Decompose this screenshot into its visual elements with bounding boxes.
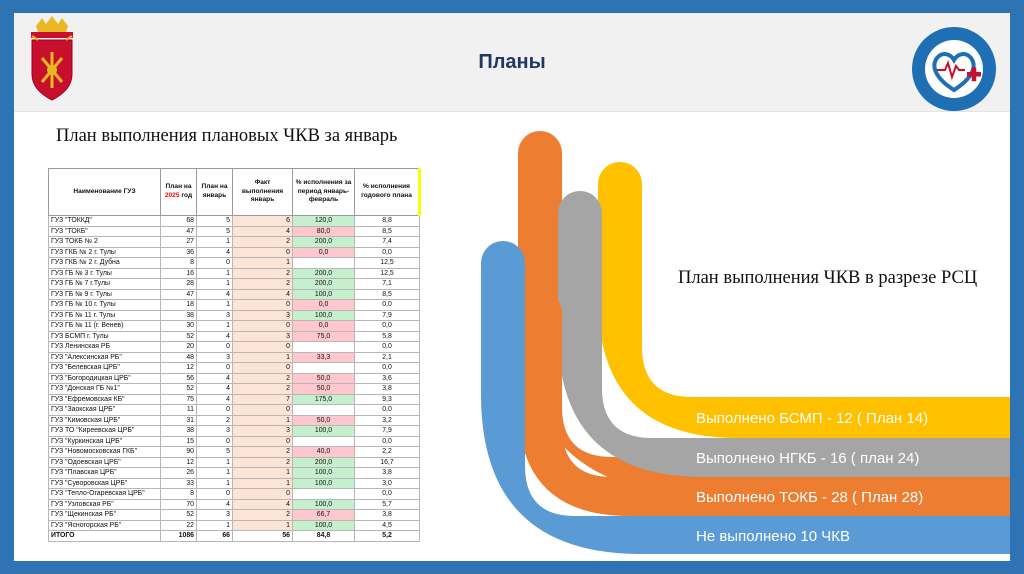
table-header-row: Наименование ГУЗ План на 2025 год План на…: [48, 168, 421, 216]
slide: Планы План выполнения плановых ЧКВ за ян…: [14, 13, 1010, 561]
arc-ngkb-cap: [558, 191, 602, 235]
rsc-arc-diagram: [481, 131, 1010, 554]
heart-cross-clinic-logo-icon: [912, 27, 996, 111]
table-row: ГУЗ "Куркинская ЦРБ" 15 0 0 0,0: [48, 435, 420, 447]
arc-tokb-cap: [518, 291, 562, 335]
header-bar: [14, 13, 1010, 112]
col-header-pct-year: % исполнения годового плана: [354, 168, 421, 216]
table-row: ГУЗ ГБ № 11 г. Тулы 38 3 3 100,0 7,9: [48, 309, 420, 321]
band-label-ngkb: Выполнено НГКБ - 16 ( план 24): [696, 450, 920, 467]
col-header-fact-jan: Факт выполнения январь: [232, 168, 293, 216]
total-row: ИТОГО 1086 66 56 84,8 5,2: [48, 530, 420, 542]
cell-pct-year: 5,2: [354, 530, 420, 542]
table-row: ГУЗ "ТОКБ" 47 5 4 80,0 8,5: [48, 225, 420, 237]
band-label-tokb: Выполнено ТОКБ - 28 ( План 28): [696, 489, 924, 506]
cell-pct-year: 8,8: [354, 215, 420, 227]
page-title: Планы: [478, 51, 546, 73]
col-header-pct-period: % исполнения за период январь-февраль: [292, 168, 355, 216]
rsc-chart-title: План выполнения ЧКВ в разрезе РСЦ: [678, 268, 978, 288]
arc-not-done-cap: [481, 241, 525, 285]
arc-bsmp-cap: [598, 162, 642, 206]
table-row: ГУЗ ТО "Киреевская ЦРБ" 38 3 3 100,0 7,9: [48, 425, 420, 437]
table-row: ГУЗ "ТОККД" 68 5 6 120,0 8,8: [48, 215, 420, 227]
col-header-plan-year: План на 2025 год: [160, 168, 197, 216]
cell-pct-year: 8,5: [354, 225, 420, 237]
table-row: ГУЗ "Узловская РБ" 70 4 4 100,0 5,7: [48, 498, 420, 510]
table-row: ГУЗ ТОКБ № 2 27 1 2 200,0 7,4: [48, 236, 420, 248]
table-row: ГУЗ "Ефремовская КБ" 75 4 7 175,0 9,3: [48, 393, 420, 405]
table-title: План выполнения плановых ЧКВ за январь: [56, 126, 398, 146]
cell-pct-year: 7,4: [354, 236, 420, 248]
col-header-name: Наименование ГУЗ: [48, 168, 161, 216]
col-header-plan-jan: План на январь: [196, 168, 233, 216]
table-row: ГУЗ "Белевская ЦРБ" 12 0 0 0,0: [48, 362, 420, 374]
table-body: ГУЗ "ТОККД" 68 5 6 120,0 8,8 ГУЗ "ТОКБ" 47 5 4 80,…: [48, 215, 420, 542]
table-row: ГУЗ "Алексинская РБ" 48 3 1 33,3 2,1: [48, 351, 420, 363]
table-row: ГУЗ "Одоевская ЦРБ" 12 1 2 200,0 16,7: [48, 456, 420, 468]
band-label-not-done: Не выполнено 10 ЧКВ: [696, 528, 850, 545]
arc-tokb-back-cap: [518, 131, 562, 175]
arc-not-done-band: [481, 263, 1010, 554]
arc-bsmp-band: [598, 184, 1010, 438]
band-label-bsmp: Выполнено БСМП - 12 ( План 14): [696, 410, 929, 427]
plan-table: Наименование ГУЗ План на 2025 год План на…: [48, 168, 421, 542]
arc-tokb-band: [518, 313, 1010, 516]
arc-ngkb-band: [558, 213, 1010, 477]
table-row: ГУЗ ГБ № 10 г. Тулы 18 1 0 0,0 0,0: [48, 299, 420, 311]
table-row: ГУЗ ГБ № 9 г. Тулы 47 4 4 100,0 8,5: [48, 288, 420, 300]
table-row: ГУЗ "Донская ГБ №1" 52 4 2 50,0 3,8: [48, 383, 420, 395]
table-row: ГУЗ ГБ № 7 г.Тулы 28 1 2 200,0 7,1: [48, 278, 420, 290]
table-row: ГУЗ "Богородицкая ЦРБ" 56 4 2 50,0 3,6: [48, 372, 420, 384]
tula-coat-of-arms-icon: [31, 16, 73, 101]
